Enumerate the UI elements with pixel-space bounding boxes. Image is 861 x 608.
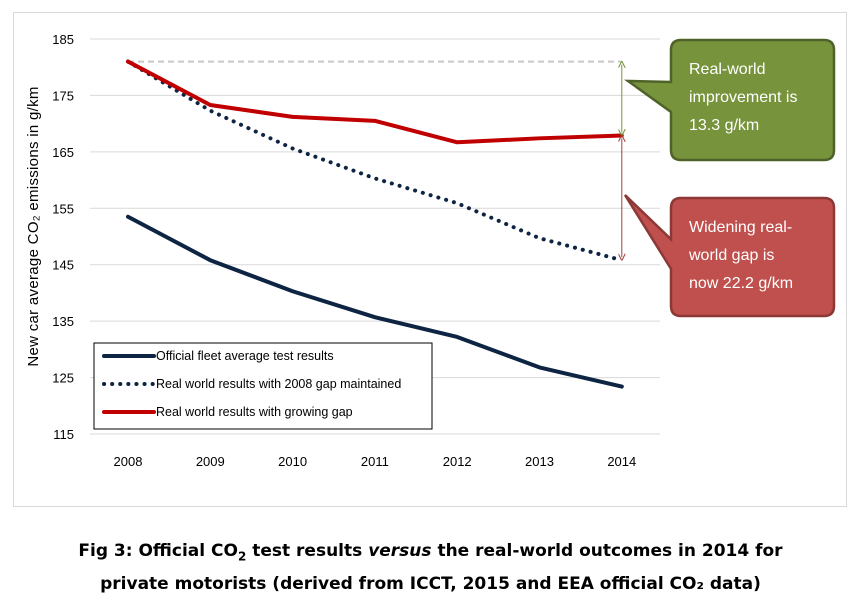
series-layer: [126, 59, 624, 389]
series-line-1: [126, 214, 624, 389]
caption-line-2: private motorists (derived from ICCT, 20…: [100, 574, 761, 595]
legend-label-1: Official fleet average test results: [156, 349, 334, 363]
x-tick-label: 2010: [278, 454, 307, 469]
co2-line-chart: 115 125 135 145 155 165 175 185 New car average …: [25, 32, 836, 469]
y-tick-label: 165: [52, 145, 74, 160]
y-tick-label: 125: [52, 371, 74, 386]
y-tick-label: 175: [52, 88, 74, 103]
y-axis-label: New car average CO₂ emissions in g/km: [25, 86, 42, 366]
x-tick-label: 2011: [361, 454, 389, 469]
callout-1: Real-world improvement is 13.3 g/km: [623, 38, 836, 162]
series-line-3: [126, 59, 624, 145]
caption-line-1: Fig 3: Official CO2 test results versus …: [0, 537, 861, 570]
callout-box: [623, 194, 836, 318]
caption-text: the real-world outcomes in 2014 for: [431, 541, 783, 561]
callouts: Real-world improvement is 13.3 g/km Widenin…: [623, 38, 836, 318]
x-tick-label: 2012: [443, 454, 472, 469]
callout-2: Widening real-world gap is now 22.2 g/km: [623, 194, 836, 318]
callout-text-line: Real-world: [689, 61, 765, 78]
caption-subscript: 2: [237, 549, 247, 564]
y-tick-label: 115: [53, 427, 74, 442]
y-tick-label: 185: [52, 32, 74, 47]
legend-label-2: Real world results with 2008 gap maintai…: [156, 377, 401, 391]
figure-caption: Fig 3: Official CO2 test results versus …: [0, 537, 861, 598]
callout-text-line: world gap is: [688, 247, 774, 264]
x-tick-label: 2014: [607, 454, 636, 469]
callout-text-line: 13.3 g/km: [689, 117, 759, 134]
caption-italic: versus: [368, 541, 432, 561]
y-tick-label: 145: [52, 258, 74, 273]
y-axis: 115 125 135 145 155 165 175 185 New car average …: [25, 32, 74, 442]
legend-label-3: Real world results with growing gap: [156, 405, 353, 419]
y-tick-label: 155: [52, 201, 74, 216]
caption-text: Fig 3: Official CO: [78, 541, 238, 561]
x-tick-label: 2013: [525, 454, 554, 469]
caption-text: test results: [246, 541, 369, 561]
legend: Official fleet average test results Real …: [93, 342, 433, 430]
x-tick-label: 2009: [196, 454, 225, 469]
callout-box: [623, 38, 836, 162]
x-axis: 2008 2009 2010 2011 2012 2013 2014: [114, 454, 637, 469]
chart-frame: 115 125 135 145 155 165 175 185 New car average …: [13, 12, 847, 507]
callout-text-line: now 22.2 g/km: [689, 275, 793, 292]
x-tick-label: 2008: [114, 454, 143, 469]
series-line-2: [126, 59, 624, 263]
y-tick-label: 135: [52, 314, 74, 329]
callout-text-line: Widening real-: [689, 219, 792, 236]
callout-text-line: improvement is: [689, 89, 797, 106]
